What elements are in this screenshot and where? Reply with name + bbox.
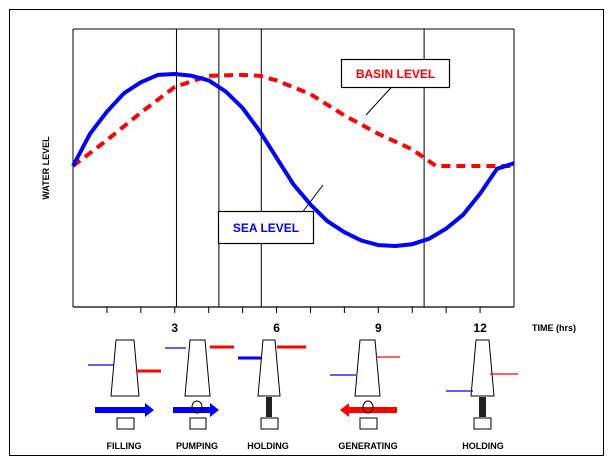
y-axis-label: WATER LEVEL: [41, 136, 51, 200]
stage-holding-1: HOLDING: [238, 339, 306, 451]
turbine-base: [359, 417, 378, 430]
x-tick-label: 6: [273, 321, 280, 335]
x-axis-label: TIME (hrs): [532, 323, 576, 333]
sea-level-callout-text: SEA LEVEL: [233, 221, 299, 235]
flow-arrow-left-icon: [340, 403, 349, 417]
flow-arrow-shaft: [95, 407, 145, 413]
dam-wall: [257, 339, 281, 397]
closed-sluice: [266, 397, 272, 417]
dam-wall: [110, 339, 140, 397]
plot-area: [72, 28, 515, 308]
basin-level-callout: [340, 58, 451, 89]
stage-filling: FILLING: [88, 339, 161, 451]
flow-arrow-shaft: [173, 407, 210, 413]
stage-pumping: PUMPING: [165, 339, 234, 451]
x-tick-label: 3: [171, 321, 178, 335]
turbine-base: [116, 417, 135, 430]
pump-rotor-icon: [191, 400, 203, 414]
stage-generating: GENERATING: [330, 339, 400, 451]
sea-level-callout: [217, 210, 315, 245]
stage-holding-2: HOLDING: [446, 339, 518, 451]
x-tick-label: 12: [473, 321, 487, 335]
stage-label: PUMPING: [176, 441, 218, 451]
turbine-rotor-icon: [362, 400, 374, 414]
basin-level-callout-text: BASIN LEVEL: [356, 67, 435, 81]
stage-label: GENERATING: [338, 441, 397, 451]
basin-level-line: [71, 72, 514, 168]
flow-arrow-shaft: [349, 407, 397, 413]
outer-frame: [9, 9, 604, 456]
closed-sluice: [479, 397, 486, 417]
turbine-base: [189, 417, 207, 430]
flow-arrow-right-icon: [145, 403, 154, 417]
dam-wall: [184, 339, 211, 397]
dam-wall: [354, 339, 381, 397]
dam-wall: [470, 339, 495, 397]
x-tick-label: 9: [375, 321, 382, 335]
turbine-base: [260, 417, 279, 430]
x-ticks: 3 6 9 12: [106, 307, 487, 335]
flow-arrow-right-icon: [210, 403, 219, 417]
stage-label: FILLING: [107, 441, 142, 451]
stage-label: HOLDING: [247, 441, 289, 451]
stage-label: HOLDING: [462, 441, 504, 451]
turbine-base: [473, 417, 492, 430]
sea-level-line: [71, 72, 515, 248]
